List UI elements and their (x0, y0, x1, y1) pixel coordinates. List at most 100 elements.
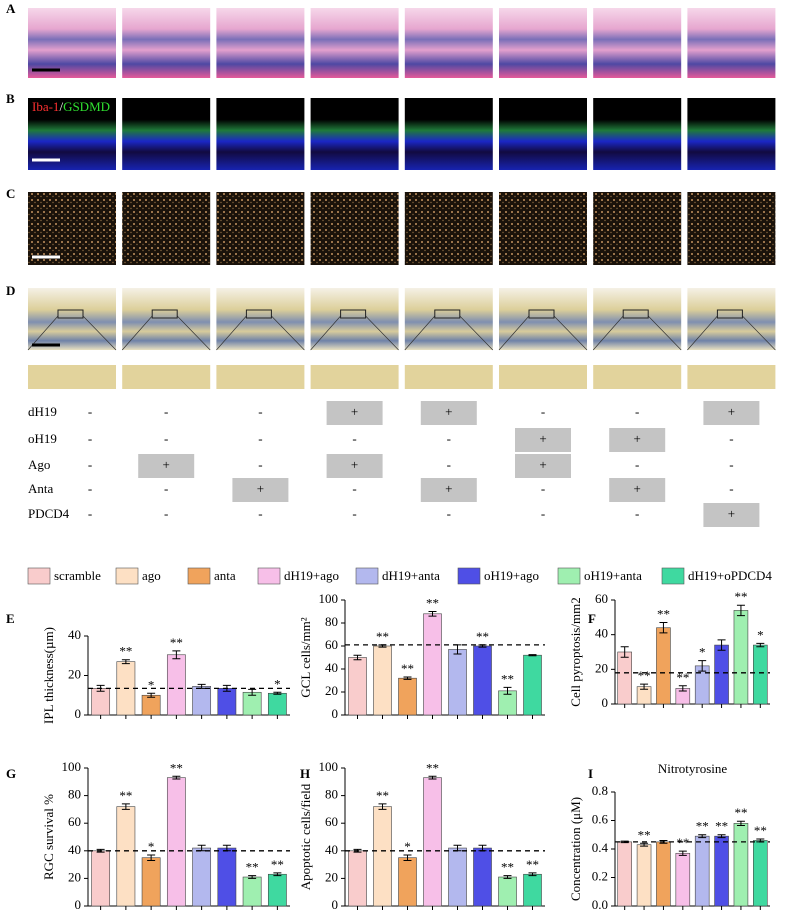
micrograph-he (122, 8, 211, 78)
micrograph-ihc (593, 288, 682, 350)
bar (617, 841, 632, 907)
stain-label-part: GSDMD (63, 99, 110, 114)
bar (523, 654, 542, 716)
legend-label: dH19+anta (382, 568, 440, 583)
bar (141, 857, 161, 907)
micrograph-ihc (216, 288, 305, 350)
legend-label: oH19+ago (484, 568, 539, 583)
treatment-cell: - (729, 481, 733, 496)
error-bar (273, 872, 282, 877)
bar (448, 649, 467, 716)
y-tick-label: 0 (332, 706, 339, 721)
treatment-cell: + (539, 431, 546, 446)
y-tick-label: 60 (68, 814, 81, 829)
bar (714, 644, 729, 705)
error-bar (121, 803, 130, 810)
significance: ** (170, 635, 183, 650)
bar (192, 847, 212, 907)
treatment-cell: - (352, 506, 356, 521)
micrograph-if (499, 98, 587, 170)
treatment-cell: + (163, 457, 170, 472)
treatment-cell: - (88, 431, 92, 446)
error-bar (353, 654, 362, 661)
error-bar (121, 659, 130, 665)
micrograph-ihc (499, 288, 587, 350)
y-tick-label: 0.6 (592, 811, 609, 826)
zoom-line (365, 315, 399, 351)
y-tick-label: 0 (75, 897, 82, 912)
bar (217, 688, 237, 716)
treatment-highlight (609, 478, 666, 502)
bar (675, 852, 691, 907)
treatment-cell: + (351, 457, 358, 472)
bar (373, 645, 392, 716)
panel-letter: D (6, 283, 15, 298)
zoom-line (404, 315, 436, 351)
zoom-box (528, 309, 555, 319)
bar (423, 613, 442, 716)
significance: ** (501, 860, 514, 875)
y-tick-label: 40 (595, 626, 608, 641)
y-axis-label: IPL thickness(µm) (41, 627, 56, 724)
zoom-line (176, 315, 211, 351)
treatment-cell: - (352, 481, 356, 496)
significance: ** (638, 668, 651, 683)
treatment-cell: - (258, 431, 262, 446)
significance: ** (638, 827, 651, 842)
y-tick-label: 60 (325, 814, 338, 829)
significance: ** (734, 805, 747, 820)
significance: * (404, 839, 411, 854)
bar (91, 688, 111, 716)
significance: ** (119, 788, 132, 803)
zoom-box (622, 309, 649, 319)
error-bar (528, 654, 537, 657)
legend-swatch (27, 567, 51, 585)
micrograph-he (28, 8, 116, 78)
legend-label: anta (214, 568, 236, 583)
error-bar (678, 850, 687, 856)
zoom-line (459, 315, 494, 351)
treatment-label: Ago (28, 457, 50, 472)
significance: ** (271, 857, 284, 872)
error-bar (172, 650, 181, 660)
error-bar (378, 803, 387, 810)
significance: ** (715, 819, 728, 834)
micrograph-flatmount (28, 192, 116, 265)
legend-swatch (457, 567, 481, 585)
treatment-cell: - (447, 457, 451, 472)
error-bar (428, 611, 437, 617)
treatment-highlight (703, 401, 760, 425)
zoom-box (57, 309, 84, 319)
error-bar (273, 691, 282, 695)
y-tick-label: 80 (325, 787, 338, 802)
significance: ** (376, 788, 389, 803)
significance: * (148, 839, 155, 854)
bar (636, 844, 652, 907)
micrograph-flatmount (310, 192, 399, 265)
bar (217, 847, 237, 907)
treatment-highlight (420, 401, 477, 425)
error-bar (640, 842, 649, 847)
error-bar (503, 875, 512, 879)
treatment-cell: - (164, 431, 168, 446)
y-tick-label: 40 (325, 842, 338, 857)
treatment-cell: + (351, 404, 358, 419)
legend-label: dH19+oPDCD4 (688, 568, 772, 583)
bar (398, 857, 417, 907)
error-bar (248, 875, 257, 879)
y-axis-label: Concentration (μM) (568, 797, 583, 901)
treatment-highlight (420, 478, 477, 502)
panel-letter: C (6, 186, 15, 201)
y-tick-label: 80 (68, 787, 81, 802)
significance: ** (376, 629, 389, 644)
micrograph-zoom (28, 365, 116, 389)
error-bar (248, 688, 257, 696)
bar (733, 610, 749, 705)
micrograph-if (593, 98, 682, 170)
error-bar (528, 872, 537, 877)
zoom-box (434, 309, 461, 319)
error-bar (503, 686, 512, 695)
y-tick-label: 100 (319, 591, 339, 606)
treatment-cell: - (541, 481, 545, 496)
